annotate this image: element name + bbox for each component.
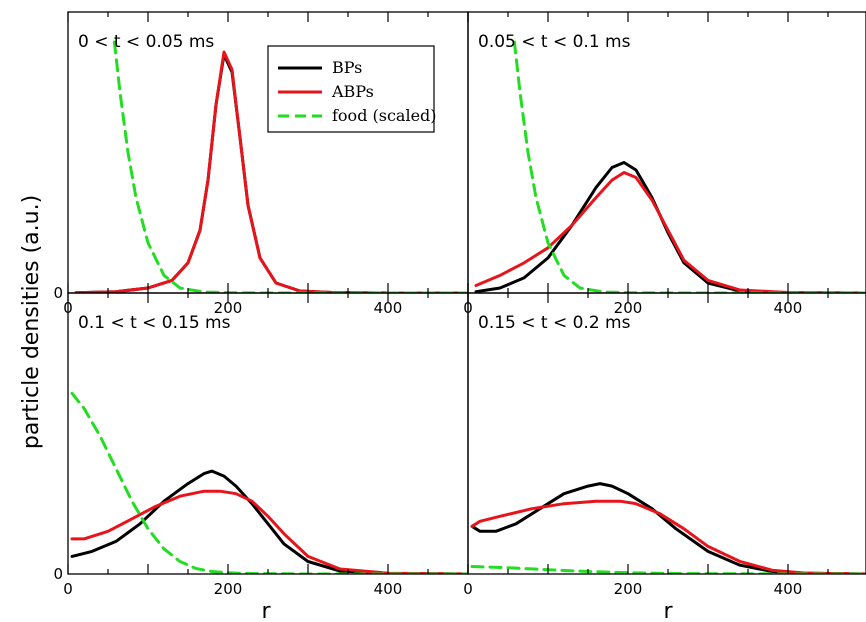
x-axis-title-right: r [663,599,673,622]
panel-1-series [74,40,468,293]
x-tick-label-400-panel-3: 400 [374,580,403,598]
series-line-food-panel-3 [70,391,468,574]
legend-box [267,45,435,133]
series-line-bps-panel-2 [474,161,866,293]
panel-3-series [70,391,468,574]
x-tick-label-400-panel-4: 400 [774,580,803,598]
panel-4-frame [467,292,866,575]
y-tick-label-0-panel-3: 0 [53,565,63,583]
legend-label-abps: ABPs [331,82,374,101]
panel-4: 0 200 400 0.15 < t < 0.2 ms [463,292,866,598]
panel-3-title: 0.1 < t < 0.15 ms [78,313,231,333]
series-line-bps-panel-4 [470,482,866,574]
series-line-food-panel-4 [470,565,866,574]
x-tick-label-0-panel-3: 0 [63,580,73,598]
series-line-abps-panel-1 [74,50,468,293]
x-tick-label-200-panel-3: 200 [214,580,243,598]
series-line-abps-panel-2 [474,171,866,293]
legend-label-bps: BPs [332,58,362,77]
y-tick-label-0-panel-1: 0 [53,284,63,302]
series-line-food-panel-1 [112,40,468,293]
series-line-food-panel-2 [512,40,866,293]
legend: BPs ABPs food (scaled) [267,45,437,133]
panel-4-series [470,482,866,574]
x-tick-label-200-panel-2: 200 [614,299,643,317]
y-axis-title: particle densities (a.u.) [19,195,44,449]
x-tick-label-0-panel-4: 0 [463,580,473,598]
x-axis-title-left: r [261,599,271,622]
legend-label-food: food (scaled) [332,106,437,125]
x-tick-label-200-panel-4: 200 [614,580,643,598]
panel-3: 0 200 400 0 0.1 < t < 0.15 ms [53,292,469,598]
chart-panels: 0 200 400 0 0 < t < 0.05 ms 0 200 400 0.05 < t <… [53,11,866,598]
x-tick-label-200-panel-1: 200 [214,299,243,317]
x-tick-label-400-panel-1: 400 [374,299,403,317]
panel-2-series [474,40,866,293]
panel-1-title: 0 < t < 0.05 ms [78,32,214,52]
panel-2-title: 0.05 < t < 0.1 ms [478,32,631,52]
x-tick-label-400-panel-2: 400 [774,299,803,317]
series-line-abps-panel-4 [470,499,866,574]
panel-4-title: 0.15 < t < 0.2 ms [478,313,631,333]
series-line-bps-panel-3 [70,469,468,574]
series-line-abps-panel-3 [70,489,468,574]
